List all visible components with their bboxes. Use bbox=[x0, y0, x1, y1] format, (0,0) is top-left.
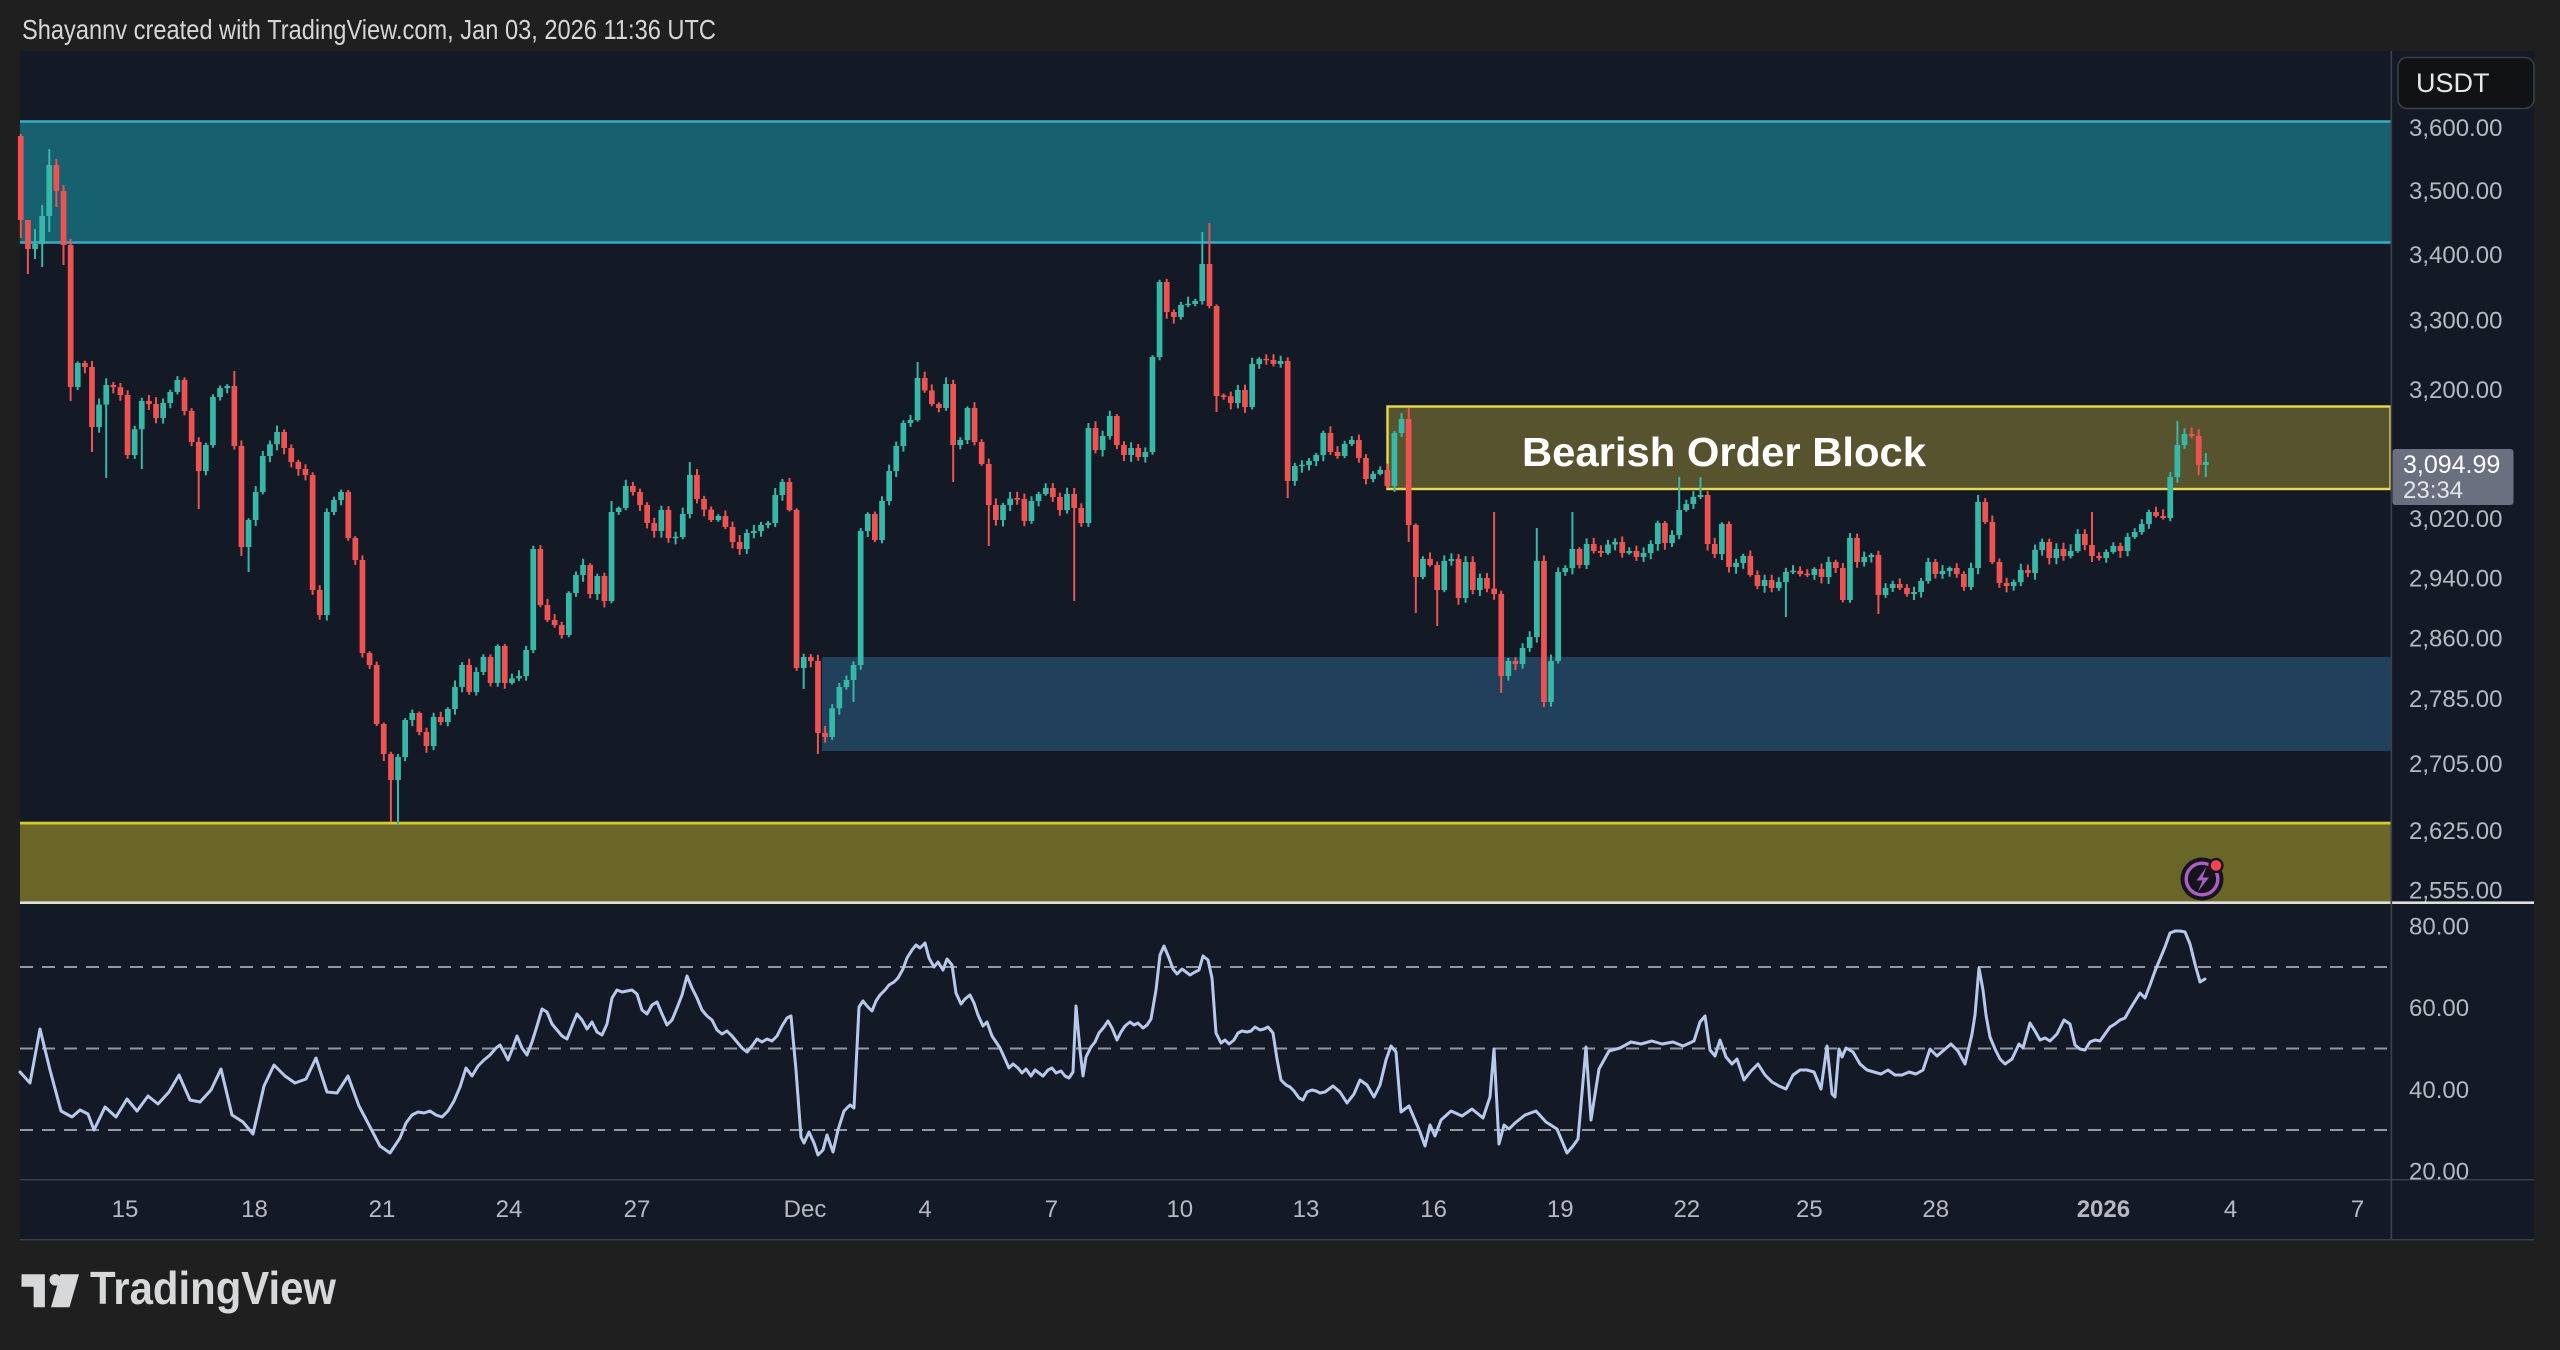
svg-text:28: 28 bbox=[1922, 1196, 1949, 1223]
svg-text:Dec: Dec bbox=[784, 1196, 827, 1223]
svg-text:25: 25 bbox=[1796, 1196, 1823, 1223]
svg-text:3,094.99: 3,094.99 bbox=[2403, 451, 2500, 479]
svg-text:2026: 2026 bbox=[2077, 1196, 2130, 1223]
svg-text:Bearish Order Block: Bearish Order Block bbox=[1522, 429, 1926, 475]
svg-text:3,500.00: 3,500.00 bbox=[2409, 178, 2502, 205]
svg-text:24: 24 bbox=[496, 1196, 523, 1223]
svg-text:7: 7 bbox=[2351, 1196, 2364, 1223]
svg-text:4: 4 bbox=[2224, 1196, 2237, 1223]
svg-text:3,600.00: 3,600.00 bbox=[2409, 115, 2502, 142]
svg-text:USDT: USDT bbox=[2416, 68, 2490, 98]
svg-text:2,860.00: 2,860.00 bbox=[2409, 626, 2502, 653]
svg-text:23:34: 23:34 bbox=[2403, 477, 2463, 504]
svg-text:18: 18 bbox=[241, 1196, 268, 1223]
svg-text:80.00: 80.00 bbox=[2409, 914, 2469, 941]
svg-text:21: 21 bbox=[369, 1196, 396, 1223]
svg-text:3,400.00: 3,400.00 bbox=[2409, 242, 2502, 269]
svg-text:15: 15 bbox=[112, 1196, 139, 1223]
svg-text:2,555.00: 2,555.00 bbox=[2409, 878, 2502, 905]
svg-text:Shayannv created with TradingV: Shayannv created with TradingView.com, J… bbox=[22, 14, 716, 45]
svg-text:3,300.00: 3,300.00 bbox=[2409, 308, 2502, 335]
svg-text:2,705.00: 2,705.00 bbox=[2409, 751, 2502, 778]
svg-text:13: 13 bbox=[1293, 1196, 1320, 1223]
svg-text:27: 27 bbox=[624, 1196, 651, 1223]
svg-text:16: 16 bbox=[1420, 1196, 1447, 1223]
svg-text:20.00: 20.00 bbox=[2409, 1159, 2469, 1186]
svg-text:22: 22 bbox=[1673, 1196, 1700, 1223]
svg-text:2,940.00: 2,940.00 bbox=[2409, 566, 2502, 593]
svg-text:2,625.00: 2,625.00 bbox=[2409, 818, 2502, 845]
svg-text:40.00: 40.00 bbox=[2409, 1077, 2469, 1104]
svg-text:2,785.00: 2,785.00 bbox=[2409, 686, 2502, 713]
svg-text:19: 19 bbox=[1547, 1196, 1574, 1223]
svg-text:3,020.00: 3,020.00 bbox=[2409, 506, 2502, 533]
svg-text:TradingView: TradingView bbox=[90, 1262, 336, 1314]
svg-text:60.00: 60.00 bbox=[2409, 995, 2469, 1022]
svg-text:10: 10 bbox=[1166, 1196, 1193, 1223]
svg-text:7: 7 bbox=[1045, 1196, 1058, 1223]
svg-text:4: 4 bbox=[918, 1196, 931, 1223]
svg-text:3,200.00: 3,200.00 bbox=[2409, 377, 2502, 404]
